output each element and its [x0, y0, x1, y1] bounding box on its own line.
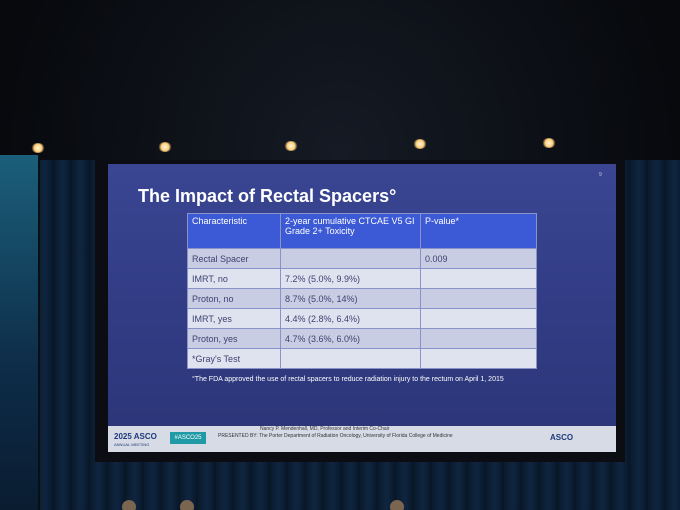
table-cell: *Gray's Test — [187, 348, 281, 369]
table-cell: IMRT, no — [187, 268, 281, 289]
stage-light — [31, 143, 45, 153]
audience-head — [180, 500, 194, 510]
table-cell: Proton, no — [187, 288, 281, 309]
header-row: Characteristic 2-year cumulative CTCAE V5… — [187, 213, 537, 249]
table-cell: 7.2% (5.0%, 9.9%) — [280, 268, 421, 289]
table-cell — [280, 348, 421, 369]
meeting-sub: ANNUAL MEETING — [114, 442, 150, 447]
audience-head — [390, 500, 404, 510]
table-cell — [420, 288, 537, 309]
table-cell: IMRT, yes — [187, 308, 281, 329]
society-logo: ASCO — [550, 433, 574, 442]
stage-light — [542, 138, 556, 148]
stage-light — [158, 142, 172, 152]
table-body: Rectal Spacer 0.009 IMRT, no 7.2% (5.0%, 9.… — [187, 248, 537, 369]
audience-head — [122, 500, 136, 510]
presented-by: PRESENTED BY: The Porter Department of R… — [218, 433, 453, 439]
table-cell: Proton, yes — [187, 328, 281, 349]
table-row: Proton, no 8.7% (5.0%, 14%) — [187, 288, 537, 309]
slide-title: The Impact of Rectal Spacers° — [138, 186, 397, 206]
table-cell — [280, 248, 421, 269]
page-number: 9 — [599, 172, 602, 178]
table-cell: 4.4% (2.8%, 6.4%) — [280, 308, 421, 329]
table-row: *Gray's Test — [187, 348, 537, 369]
header-cell: Characteristic — [187, 213, 281, 249]
table-cell — [420, 308, 537, 329]
table-cell — [420, 268, 537, 289]
table-cell — [420, 348, 537, 369]
table-row: IMRT, yes 4.4% (2.8%, 6.4%) — [187, 308, 537, 329]
table-row: Rectal Spacer 0.009 — [187, 248, 537, 269]
table-row: IMRT, no 7.2% (5.0%, 9.9%) — [187, 268, 537, 289]
table-row: Proton, yes 4.7% (3.6%, 6.0%) — [187, 328, 537, 349]
hashtag: #ASCO25 — [170, 432, 206, 444]
meeting-logo: 2025 ASCO — [114, 432, 157, 441]
header-cell: P-value* — [420, 213, 537, 249]
table-cell — [420, 328, 537, 349]
table-cell: 4.7% (3.6%, 6.0%) — [280, 328, 421, 349]
footnote: °The FDA approved the use of rectal spac… — [192, 376, 504, 383]
table-cell: 0.009 — [420, 248, 537, 269]
stage-light — [284, 141, 298, 151]
table-cell: 8.7% (5.0%, 14%) — [280, 288, 421, 309]
header-cell: 2-year cumulative CTCAE V5 GI Grade 2+ T… — [280, 213, 421, 249]
side-screen — [0, 155, 40, 510]
table: Characteristic 2-year cumulative CTCAE V5… — [187, 213, 537, 369]
stage-light — [413, 139, 427, 149]
presenter: Nancy P. Mendenhall, MD, Professor and I… — [260, 426, 390, 432]
table-cell: Rectal Spacer — [187, 248, 281, 269]
